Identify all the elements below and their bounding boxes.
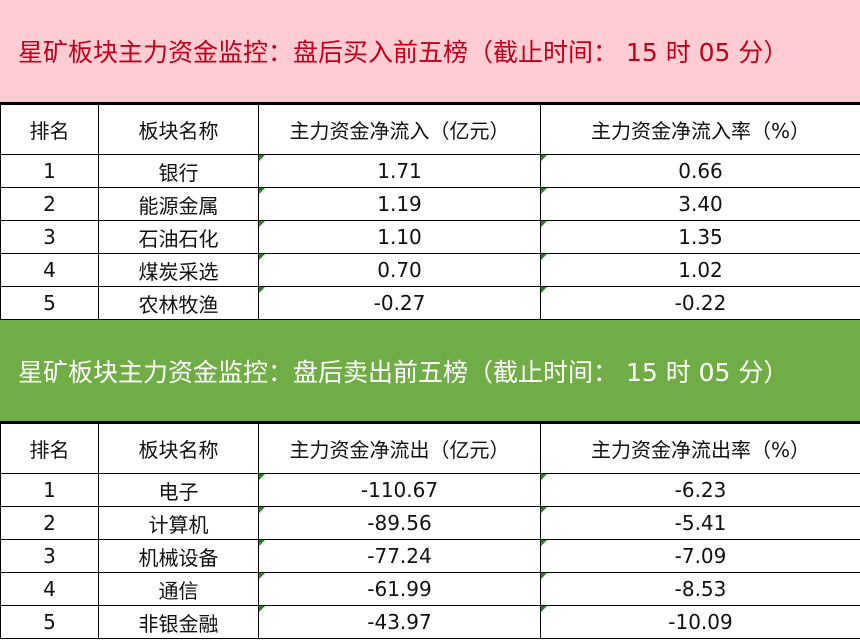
column-header: 板块名称: [98, 423, 259, 474]
table-cell[interactable]: -61.99: [258, 572, 541, 606]
table-row: 5 非银金融 -43.97 -10.09: [0, 605, 860, 639]
table-cell[interactable]: 4: [0, 253, 99, 287]
table-cell[interactable]: 计算机: [98, 506, 259, 540]
table-row: 2 能源金属 1.19 3.40: [0, 187, 860, 221]
table-cell[interactable]: 0.66: [540, 154, 860, 188]
table-cell[interactable]: 0.70: [258, 253, 541, 287]
table-cell[interactable]: 1.02: [540, 253, 860, 287]
column-header: 排名: [0, 423, 99, 474]
table-cell[interactable]: 2: [0, 187, 99, 221]
table-cell[interactable]: -0.27: [258, 286, 541, 320]
header-row: 排名 板块名称 主力资金净流出（亿元） 主力资金净流出率（%）: [0, 423, 860, 474]
table-cell[interactable]: 1.19: [258, 187, 541, 221]
table-row: 4 通信 -61.99 -8.53: [0, 572, 860, 606]
buy-ranking-title: 星矿板块主力资金监控：盘后买入前五榜（截止时间： 15 时 05 分）: [0, 0, 860, 104]
table-cell[interactable]: -77.24: [258, 539, 541, 573]
table-cell[interactable]: 1.71: [258, 154, 541, 188]
table-cell[interactable]: -7.09: [540, 539, 860, 573]
table-cell[interactable]: 3: [0, 220, 99, 254]
column-header: 主力资金净流入（亿元）: [258, 104, 541, 155]
table-row: 3 机械设备 -77.24 -7.09: [0, 539, 860, 573]
table-cell[interactable]: -6.23: [540, 473, 860, 507]
column-header: 主力资金净流出（亿元）: [258, 423, 541, 474]
table-cell[interactable]: 1: [0, 473, 99, 507]
table-cell[interactable]: 电子: [98, 473, 259, 507]
table-cell[interactable]: 银行: [98, 154, 259, 188]
header-row: 排名 板块名称 主力资金净流入（亿元） 主力资金净流入率（%）: [0, 104, 860, 155]
table-cell[interactable]: 农林牧渔: [98, 286, 259, 320]
buy-table: 排名 板块名称 主力资金净流入（亿元） 主力资金净流入率（%） 1 银行 1.71 0.66 2…: [0, 104, 860, 320]
table-cell[interactable]: 2: [0, 506, 99, 540]
table-row: 5 农林牧渔 -0.27 -0.22: [0, 286, 860, 320]
table-cell[interactable]: 4: [0, 572, 99, 606]
table-row: 1 电子 -110.67 -6.23: [0, 473, 860, 507]
column-header: 主力资金净流出率（%）: [540, 423, 860, 474]
table-cell[interactable]: -0.22: [540, 286, 860, 320]
table-cell[interactable]: 石油石化: [98, 220, 259, 254]
table-cell[interactable]: 3.40: [540, 187, 860, 221]
table-cell[interactable]: -8.53: [540, 572, 860, 606]
table-cell[interactable]: -43.97: [258, 605, 541, 639]
column-header: 排名: [0, 104, 99, 155]
table-cell[interactable]: 机械设备: [98, 539, 259, 573]
table-cell[interactable]: 1.10: [258, 220, 541, 254]
table-cell[interactable]: 通信: [98, 572, 259, 606]
table-row: 2 计算机 -89.56 -5.41: [0, 506, 860, 540]
table-cell[interactable]: 1.35: [540, 220, 860, 254]
table-cell[interactable]: -110.67: [258, 473, 541, 507]
table-cell[interactable]: 1: [0, 154, 99, 188]
table-cell[interactable]: -89.56: [258, 506, 541, 540]
sell-ranking-title: 星矿板块主力资金监控：盘后卖出前五榜（截止时间： 15 时 05 分）: [0, 319, 860, 423]
table-cell[interactable]: 煤炭采选: [98, 253, 259, 287]
table-cell[interactable]: 能源金属: [98, 187, 259, 221]
table-cell[interactable]: 5: [0, 286, 99, 320]
table-cell[interactable]: -10.09: [540, 605, 860, 639]
table-cell[interactable]: 5: [0, 605, 99, 639]
column-header: 板块名称: [98, 104, 259, 155]
table-cell[interactable]: -5.41: [540, 506, 860, 540]
table-row: 4 煤炭采选 0.70 1.02: [0, 253, 860, 287]
column-header: 主力资金净流入率（%）: [540, 104, 860, 155]
sell-table: 排名 板块名称 主力资金净流出（亿元） 主力资金净流出率（%） 1 电子 -110.67 -6…: [0, 423, 860, 639]
table-row: 1 银行 1.71 0.66: [0, 154, 860, 188]
table-row: 3 石油石化 1.10 1.35: [0, 220, 860, 254]
table-cell[interactable]: 非银金融: [98, 605, 259, 639]
table-cell[interactable]: 3: [0, 539, 99, 573]
